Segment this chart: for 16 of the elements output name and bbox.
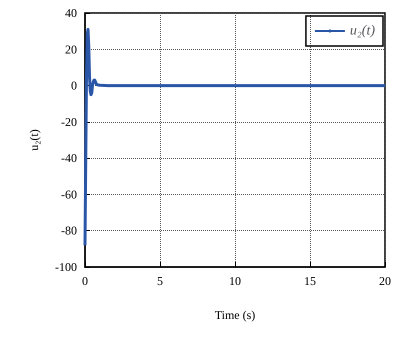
x-tick-label: 5 <box>157 274 163 288</box>
y-tick-label: -60 <box>61 187 77 202</box>
y-tick-label: -80 <box>61 224 77 238</box>
x-tick-label: 20 <box>379 274 391 288</box>
y-tick-label: 40 <box>65 6 77 20</box>
x-tick-label: 15 <box>304 274 316 288</box>
x-tick-label: 0 <box>82 274 88 288</box>
y-axis-title: u₂(t) <box>27 129 41 151</box>
x-axis-title: Time (s) <box>214 308 256 322</box>
y-tick-label: -20 <box>61 114 77 129</box>
x-tick-label: 10 <box>229 274 241 288</box>
legend-label: u₂(t) <box>350 24 376 38</box>
y-tick-label: -40 <box>61 151 77 166</box>
y-tick-label: 20 <box>65 42 77 56</box>
y-tick-label: 0 <box>71 78 77 93</box>
y-tick-label: -100 <box>55 260 77 274</box>
